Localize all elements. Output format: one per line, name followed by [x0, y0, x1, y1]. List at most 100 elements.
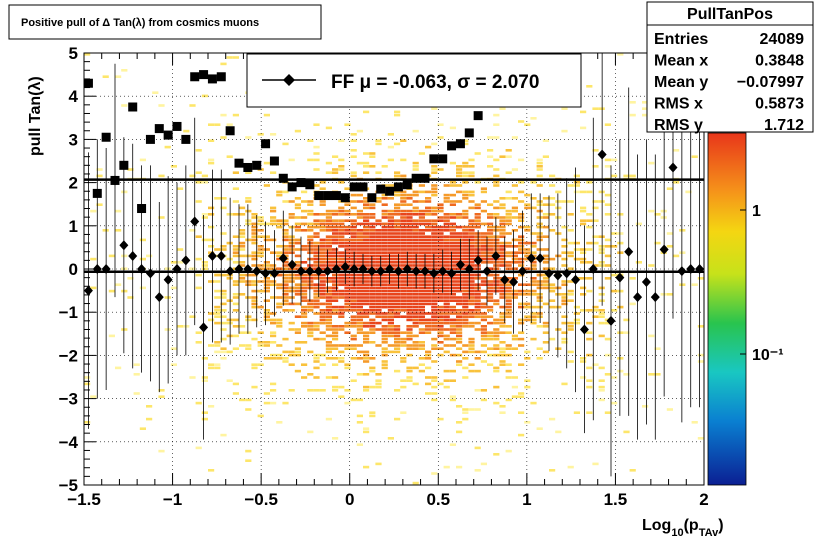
heatmap-cell [499, 405, 506, 408]
heatmap-cell [344, 366, 351, 370]
heatmap-cell [251, 232, 258, 235]
heatmap-cell [263, 286, 270, 290]
heatmap-cell [294, 350, 301, 354]
heatmap-cell [263, 312, 270, 315]
heatmap-cell [431, 190, 438, 194]
diamond-marker [296, 266, 306, 277]
heatmap-cell [356, 238, 363, 242]
heatmap-cell [394, 254, 401, 258]
heatmap-cell [412, 225, 419, 229]
heatmap-cell [282, 229, 289, 232]
heatmap-cell [462, 318, 469, 322]
heatmap-cell [499, 225, 506, 229]
heatmap-cell [301, 209, 308, 213]
heatmap-cell [443, 251, 450, 254]
heatmap-cell [325, 344, 332, 347]
heatmap-cell [177, 248, 184, 251]
heatmap-cell [369, 277, 376, 280]
heatmap-cell [232, 296, 239, 299]
heatmap-cell [456, 168, 463, 171]
heatmap-cell [524, 289, 531, 293]
heatmap-cell [511, 296, 518, 299]
heatmap-cell [431, 309, 438, 312]
heatmap-cell [443, 321, 450, 325]
heatmap-cell [350, 193, 357, 197]
heatmap-cell [418, 309, 425, 312]
heatmap-cell [456, 225, 463, 229]
heatmap-cell [418, 209, 425, 213]
heatmap-cell [170, 347, 177, 350]
heatmap-cell [369, 286, 376, 290]
heatmap-cell [542, 248, 549, 251]
heatmap-cell [604, 254, 611, 258]
heatmap-cell [208, 161, 215, 165]
heatmap-cell [418, 289, 425, 293]
heatmap-cell [406, 376, 413, 379]
heatmap-cell [592, 200, 599, 203]
heatmap-cell [332, 261, 339, 264]
heatmap-cell [555, 232, 562, 235]
heatmap-cell [462, 277, 469, 280]
square-marker [154, 124, 164, 134]
x-tick-label: 0.5 [426, 490, 450, 509]
heatmap-cell [276, 305, 283, 309]
heatmap-cell [437, 168, 444, 171]
heatmap-cell [518, 245, 525, 248]
heatmap-cell [84, 53, 91, 56]
heatmap-cell [251, 222, 258, 226]
heatmap-cell [263, 277, 270, 280]
heatmap-cell [456, 248, 463, 251]
heatmap-cell [158, 216, 165, 219]
y-tick-label: −4 [59, 433, 79, 452]
heatmap-cell [474, 251, 481, 254]
heatmap-cell [449, 248, 456, 251]
heatmap-cell [474, 309, 481, 312]
heatmap-cell [325, 261, 332, 264]
heatmap-cell [449, 337, 456, 341]
heatmap-cell [239, 235, 246, 238]
heatmap-cell [288, 321, 295, 325]
heatmap-cell [394, 232, 401, 235]
heatmap-cell [487, 216, 494, 219]
heatmap-cell [307, 373, 314, 376]
heatmap-cell [617, 331, 624, 334]
heatmap-cell [542, 197, 549, 200]
heatmap-cell [350, 174, 357, 178]
heatmap-cell [518, 321, 525, 325]
heatmap-cell [449, 325, 456, 328]
heatmap-cell [480, 245, 487, 248]
heatmap-cell [208, 363, 215, 366]
heatmap-cell [555, 190, 562, 194]
heatmap-cell [412, 286, 419, 290]
heatmap-cell [394, 241, 401, 245]
heatmap-cell [381, 366, 388, 370]
heatmap-cell [282, 273, 289, 277]
heatmap-cell [418, 299, 425, 302]
heatmap-cell [344, 277, 351, 280]
heatmap-cell [375, 254, 382, 258]
heatmap-cell [369, 305, 376, 309]
heatmap-cell [387, 248, 394, 251]
heatmap-cell [437, 417, 444, 421]
heatmap-cell [338, 357, 345, 360]
heatmap-cell [666, 408, 673, 411]
heatmap-cell [356, 280, 363, 283]
heatmap-cell [524, 225, 531, 229]
diamond-marker [145, 268, 155, 279]
heatmap-cell [431, 251, 438, 254]
heatmap-cell [301, 315, 308, 318]
heatmap-cell [468, 264, 475, 267]
heatmap-cell [549, 213, 556, 216]
heatmap-cell [400, 245, 407, 248]
heatmap-cell [493, 213, 500, 216]
heatmap-cell [369, 302, 376, 306]
heatmap-cell [214, 366, 221, 370]
heatmap-cell [474, 219, 481, 222]
heatmap-cell [195, 149, 202, 152]
diamond-marker [287, 259, 297, 270]
heatmap-cell [561, 293, 568, 296]
heatmap-cell [245, 331, 252, 334]
heatmap-cell [487, 257, 494, 261]
heatmap-cell [356, 229, 363, 232]
heatmap-cell [344, 257, 351, 261]
